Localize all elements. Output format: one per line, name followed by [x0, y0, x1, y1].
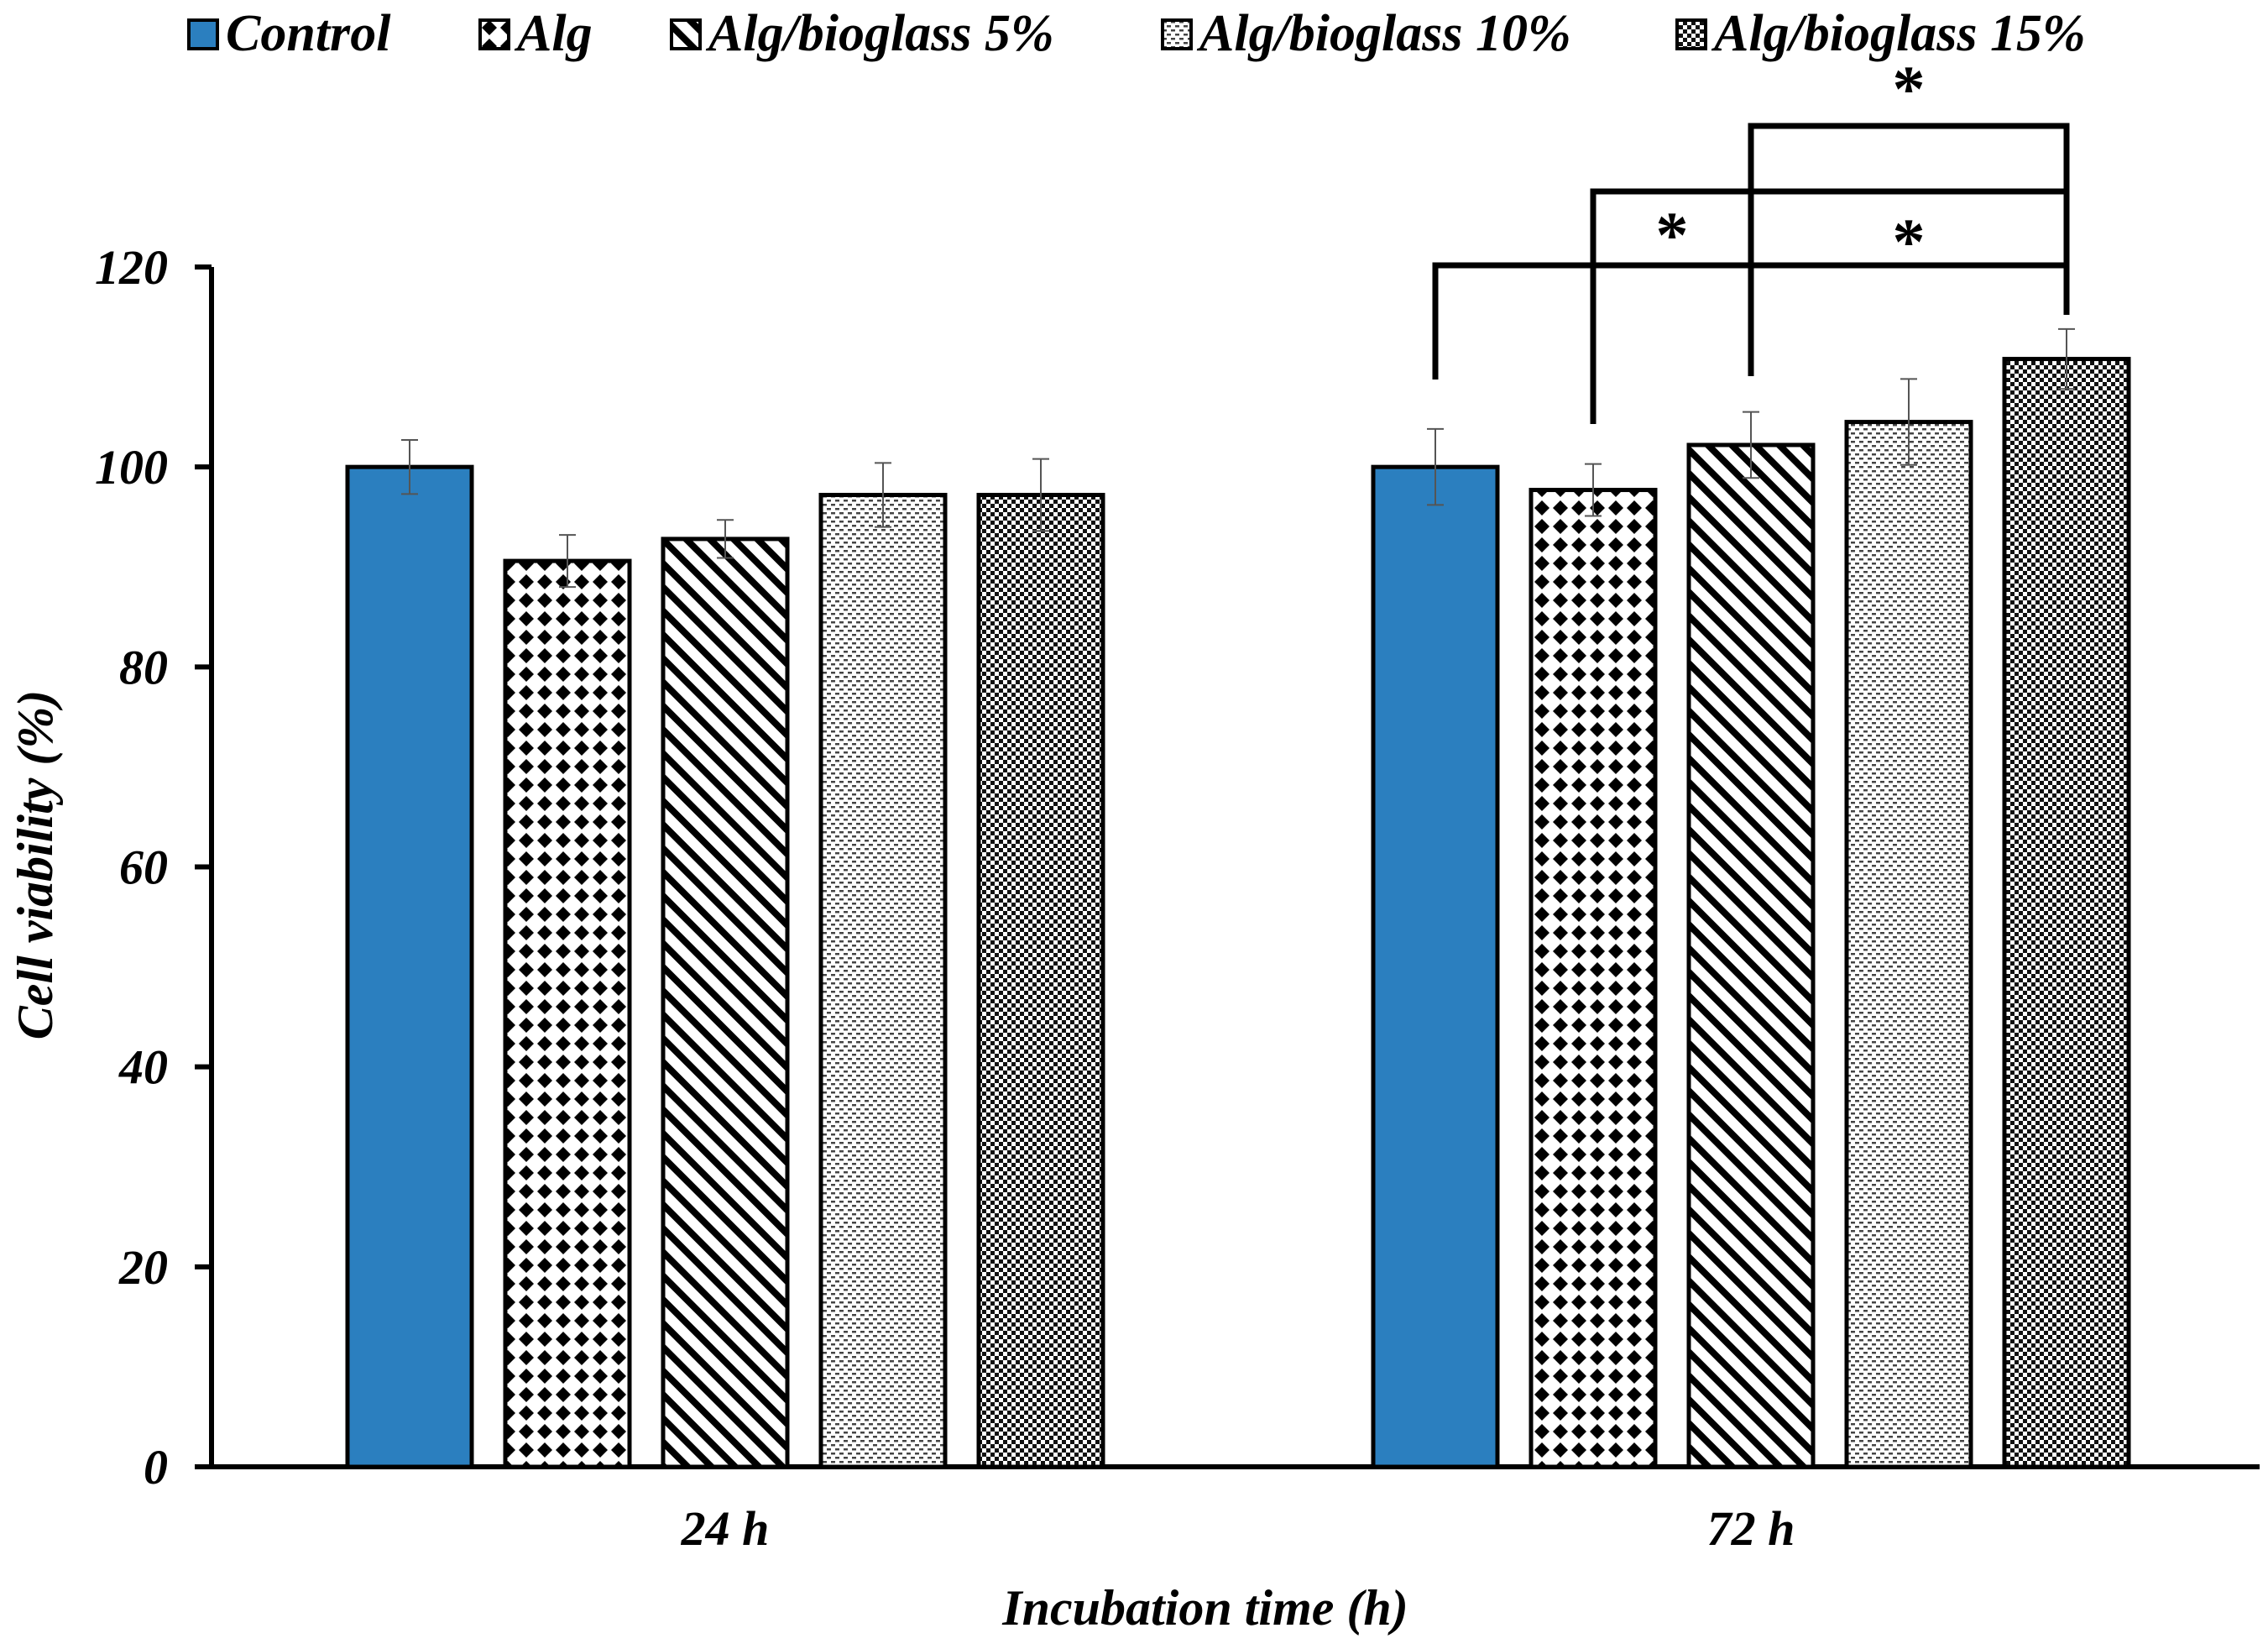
bar-alg-bioglass-10--24h — [818, 493, 948, 1469]
legend-label: Alg — [514, 5, 593, 62]
bar-alg-bioglass-5--72h — [1686, 442, 1816, 1469]
y-axis-title: Cell viability (%) — [8, 690, 63, 1040]
legend-swatch — [1161, 18, 1193, 50]
y-tick-label: 100 — [95, 440, 168, 495]
significance-star: * — [1656, 198, 1689, 271]
category-labels: 24 h 72 h — [681, 1501, 1795, 1556]
x-category-label: 72 h — [1707, 1501, 1795, 1556]
legend-label: Control — [226, 5, 391, 62]
y-tick-label: 80 — [119, 640, 168, 694]
bar-alg-bioglass-5--24h — [661, 537, 790, 1469]
y-tick-label: 60 — [119, 840, 168, 895]
y-tick-label: 20 — [118, 1240, 168, 1295]
x-axis-title: Incubation time (h) — [1001, 1580, 1408, 1636]
bar-control-72h — [1371, 464, 1500, 1469]
legend-label: Alg/bioglass 5% — [705, 5, 1054, 62]
bar-alg-72h — [1529, 488, 1658, 1469]
legend-swatch — [187, 18, 219, 50]
legend-swatch — [1675, 18, 1707, 50]
bar-alg-24h — [503, 558, 632, 1469]
legend-swatch — [670, 18, 702, 50]
legend-label: Alg/bioglass 10% — [1196, 5, 1571, 62]
significance-bracket — [1748, 123, 2070, 376]
y-tick-label: 120 — [95, 240, 168, 295]
x-category-label: 24 h — [681, 1501, 770, 1556]
legend-label: Alg/bioglass 15% — [1711, 5, 2086, 62]
error-bars — [401, 327, 2075, 589]
legend-swatch — [478, 18, 510, 50]
legend: Control Alg Alg/bioglass 5% Alg/bioglass 10… — [187, 5, 2086, 62]
significance-brackets: * * * — [1432, 52, 2070, 424]
bar-alg-bioglass-10--72h — [1844, 420, 1973, 1469]
significance-star: * — [1893, 52, 1926, 125]
significance-star: * — [1893, 205, 1926, 278]
bar-alg-bioglass-15--72h — [2002, 357, 2131, 1469]
y-ticks: 0 20 40 60 80 100 120 — [95, 240, 212, 1495]
bar-control-24h — [345, 464, 474, 1469]
bars — [345, 357, 2131, 1469]
y-tick-label: 0 — [144, 1440, 168, 1495]
bar-alg-bioglass-15--24h — [976, 493, 1105, 1469]
y-tick-label: 40 — [118, 1040, 168, 1095]
